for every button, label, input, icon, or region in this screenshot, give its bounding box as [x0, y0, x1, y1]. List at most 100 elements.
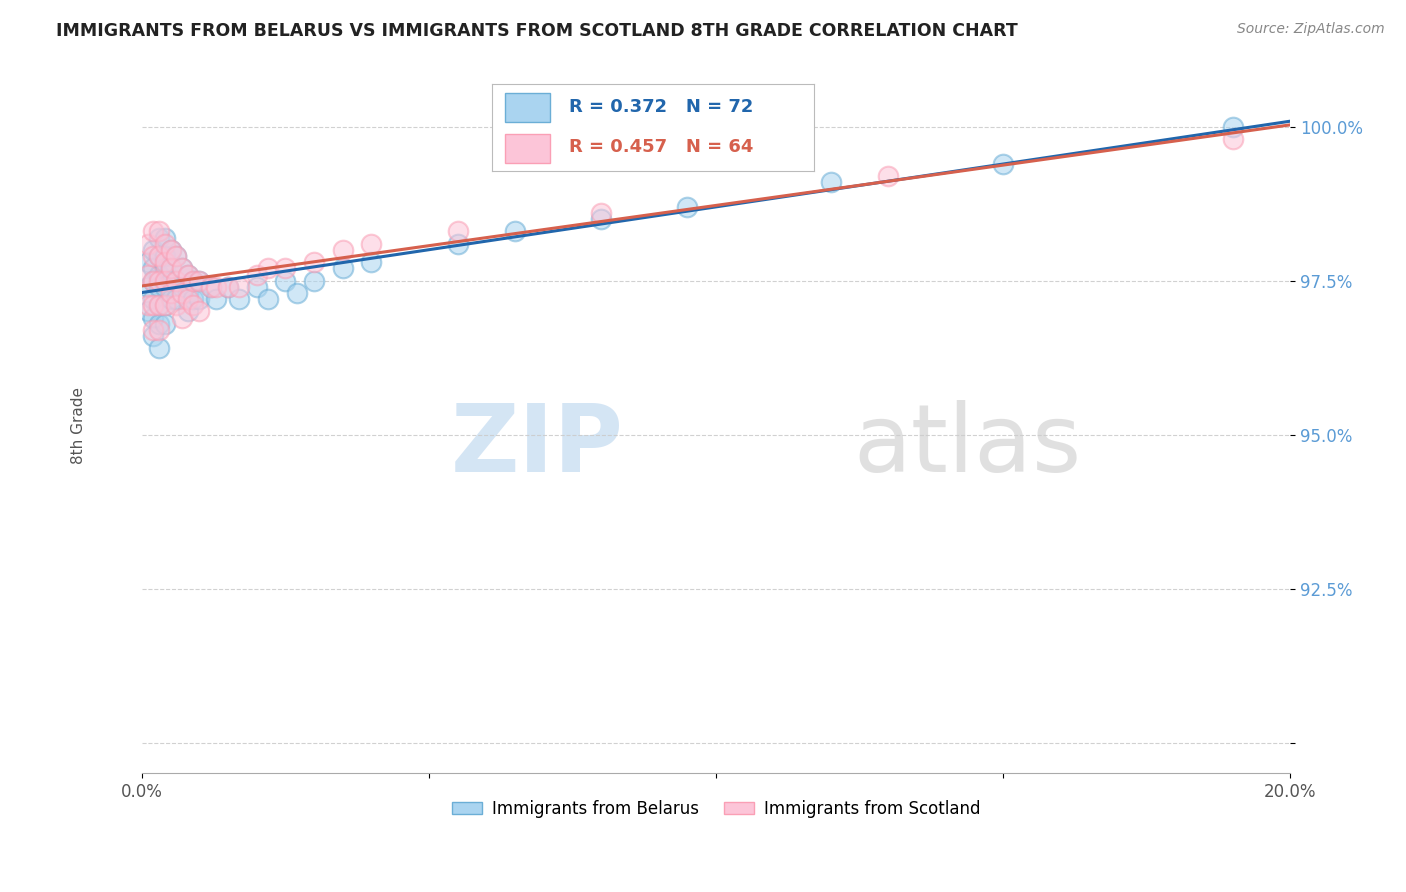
Point: [820, 175, 842, 189]
Point: [153, 236, 176, 251]
Point: [177, 268, 200, 282]
Point: [142, 323, 165, 337]
Point: [148, 230, 170, 244]
Point: [159, 285, 181, 300]
Legend: Immigrants from Belarus, Immigrants from Scotland: Immigrants from Belarus, Immigrants from…: [446, 793, 987, 824]
Point: [136, 268, 159, 282]
Text: Source: ZipAtlas.com: Source: ZipAtlas.com: [1237, 22, 1385, 37]
Point: [591, 206, 613, 220]
Point: [153, 317, 176, 331]
Point: [136, 304, 159, 318]
Text: IMMIGRANTS FROM BELARUS VS IMMIGRANTS FROM SCOTLAND 8TH GRADE CORRELATION CHART: IMMIGRANTS FROM BELARUS VS IMMIGRANTS FR…: [56, 22, 1018, 40]
Point: [183, 274, 205, 288]
Point: [159, 243, 181, 257]
Point: [257, 261, 280, 276]
Point: [177, 268, 200, 282]
Point: [591, 212, 613, 227]
Point: [153, 230, 176, 244]
Point: [217, 280, 239, 294]
Point: [188, 274, 211, 288]
Point: [257, 292, 280, 306]
Point: [274, 274, 297, 288]
Point: [446, 236, 468, 251]
Point: [148, 280, 170, 294]
Point: [170, 261, 193, 276]
Point: [148, 323, 170, 337]
Text: ZIP: ZIP: [451, 401, 624, 492]
Point: [246, 280, 269, 294]
Point: [165, 249, 187, 263]
Point: [360, 255, 382, 269]
Point: [285, 285, 308, 300]
Point: [200, 280, 222, 294]
Point: [183, 298, 205, 312]
Point: [165, 292, 187, 306]
Point: [142, 243, 165, 257]
Point: [165, 274, 187, 288]
Point: [177, 292, 200, 306]
Point: [332, 243, 354, 257]
Point: [142, 224, 165, 238]
Point: [205, 280, 228, 294]
Point: [188, 274, 211, 288]
Point: [153, 255, 176, 269]
Point: [148, 274, 170, 288]
Point: [153, 298, 176, 312]
Point: [148, 249, 170, 263]
Point: [148, 224, 170, 238]
Point: [200, 280, 222, 294]
Point: [446, 224, 468, 238]
Point: [159, 261, 181, 276]
Point: [877, 169, 900, 183]
Point: [170, 310, 193, 325]
Point: [228, 292, 250, 306]
Point: [153, 280, 176, 294]
Point: [148, 342, 170, 356]
Point: [142, 329, 165, 343]
Point: [148, 317, 170, 331]
Point: [991, 156, 1014, 170]
Point: [165, 274, 187, 288]
Point: [503, 224, 526, 238]
Point: [153, 298, 176, 312]
Point: [177, 285, 200, 300]
Point: [170, 285, 193, 300]
Point: [153, 261, 176, 276]
Point: [205, 292, 228, 306]
Point: [142, 274, 165, 288]
Point: [676, 200, 699, 214]
Point: [1222, 132, 1244, 146]
Point: [183, 274, 205, 288]
Point: [159, 274, 181, 288]
Point: [332, 261, 354, 276]
Point: [159, 243, 181, 257]
Point: [148, 268, 170, 282]
Point: [153, 249, 176, 263]
Point: [142, 298, 165, 312]
Point: [246, 268, 269, 282]
Point: [228, 280, 250, 294]
Point: [188, 304, 211, 318]
Point: [136, 255, 159, 269]
Point: [159, 261, 181, 276]
Point: [165, 298, 187, 312]
Point: [153, 274, 176, 288]
Point: [148, 298, 170, 312]
Point: [1222, 120, 1244, 134]
Point: [142, 292, 165, 306]
Text: atlas: atlas: [853, 401, 1083, 492]
Point: [142, 249, 165, 263]
Point: [217, 280, 239, 294]
Point: [177, 304, 200, 318]
Point: [274, 261, 297, 276]
Point: [136, 298, 159, 312]
Point: [148, 249, 170, 263]
Point: [142, 274, 165, 288]
Point: [159, 292, 181, 306]
Point: [170, 261, 193, 276]
Y-axis label: 8th Grade: 8th Grade: [72, 387, 86, 464]
Point: [136, 280, 159, 294]
Point: [188, 292, 211, 306]
Point: [302, 274, 325, 288]
Point: [170, 280, 193, 294]
